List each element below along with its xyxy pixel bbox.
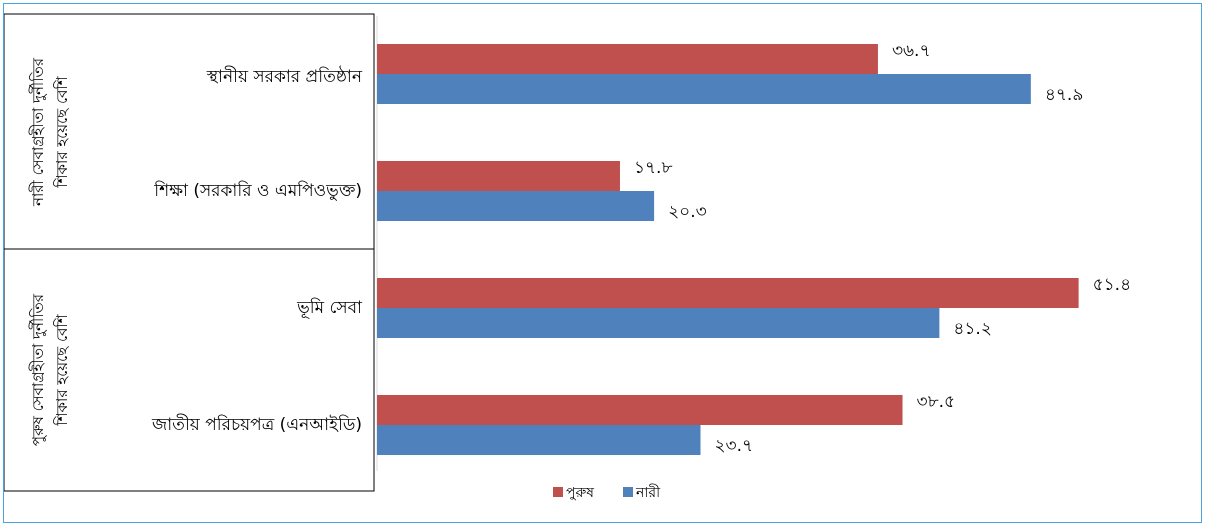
data-label-female: ৪৭.৯ xyxy=(1045,85,1084,105)
category-label: স্থানীয় সরকার প্রতিষ্ঠান xyxy=(206,66,363,87)
bar-male xyxy=(377,44,878,74)
legend-swatch-male xyxy=(553,487,563,497)
category-label: শিক্ষা (সরকারি ও এমপিওভুক্ত) xyxy=(153,180,362,201)
legend-label-male: পুরুষ xyxy=(566,485,594,501)
group-label-2-line-2: শিকার হয়েছে বেশি xyxy=(53,313,71,426)
bar-female xyxy=(377,308,940,338)
value-labels-group: ৩৬.৭ ৪৭.৯ ১৭.৮ ২০.৩ ৫১.৪ ৪১.২ ৩৮.৫ ২৩.৭ xyxy=(634,41,1131,456)
data-label-female: ২৩.৭ xyxy=(715,436,754,456)
data-label-male: ৩৮.৫ xyxy=(917,392,956,412)
category-label: জাতীয় পরিচয়পত্র (এনআইডি) xyxy=(151,414,362,435)
legend-label-female: নারী xyxy=(635,484,661,501)
bar-male xyxy=(377,395,903,425)
bar-female xyxy=(377,425,701,455)
category-label: ভূমি সেবা xyxy=(296,297,363,318)
data-label-male: ৩৬.৭ xyxy=(892,41,931,61)
data-label-male: ৫১.৪ xyxy=(1093,275,1132,295)
data-label-female: ৪১.২ xyxy=(953,319,992,339)
bar-male xyxy=(377,278,1079,308)
bar-female xyxy=(377,74,1031,104)
bars-group xyxy=(377,44,1079,455)
chart-frame: নারী সেবাগ্রহীতা দুর্নীতির শিকার হয়েছে … xyxy=(3,3,1202,523)
data-label-female: ২০.৩ xyxy=(668,202,707,222)
bar-chart: নারী সেবাগ্রহীতা দুর্নীতির শিকার হয়েছে … xyxy=(4,13,1131,501)
group-label-2-line-1: পুরুষ সেবাগ্রহীতা দুর্নীতির xyxy=(29,293,47,446)
legend-swatch-female xyxy=(623,487,633,497)
legend: পুরুষ নারী xyxy=(553,484,661,501)
label-table-border xyxy=(4,13,375,492)
group-label-1-line-1: নারী সেবাগ্রহীতা দুর্নীতির xyxy=(29,57,47,207)
bar-female xyxy=(377,191,655,221)
data-label-male: ১৭.৮ xyxy=(634,158,673,178)
group-label-1: নারী সেবাগ্রহীতা দুর্নীতির শিকার হয়েছে … xyxy=(29,57,71,207)
group-label-1-line-2: শিকার হয়েছে বেশি xyxy=(53,75,71,188)
group-label-2: পুরুষ সেবাগ্রহীতা দুর্নীতির শিকার হয়েছে… xyxy=(29,293,71,446)
bar-male xyxy=(377,161,620,191)
